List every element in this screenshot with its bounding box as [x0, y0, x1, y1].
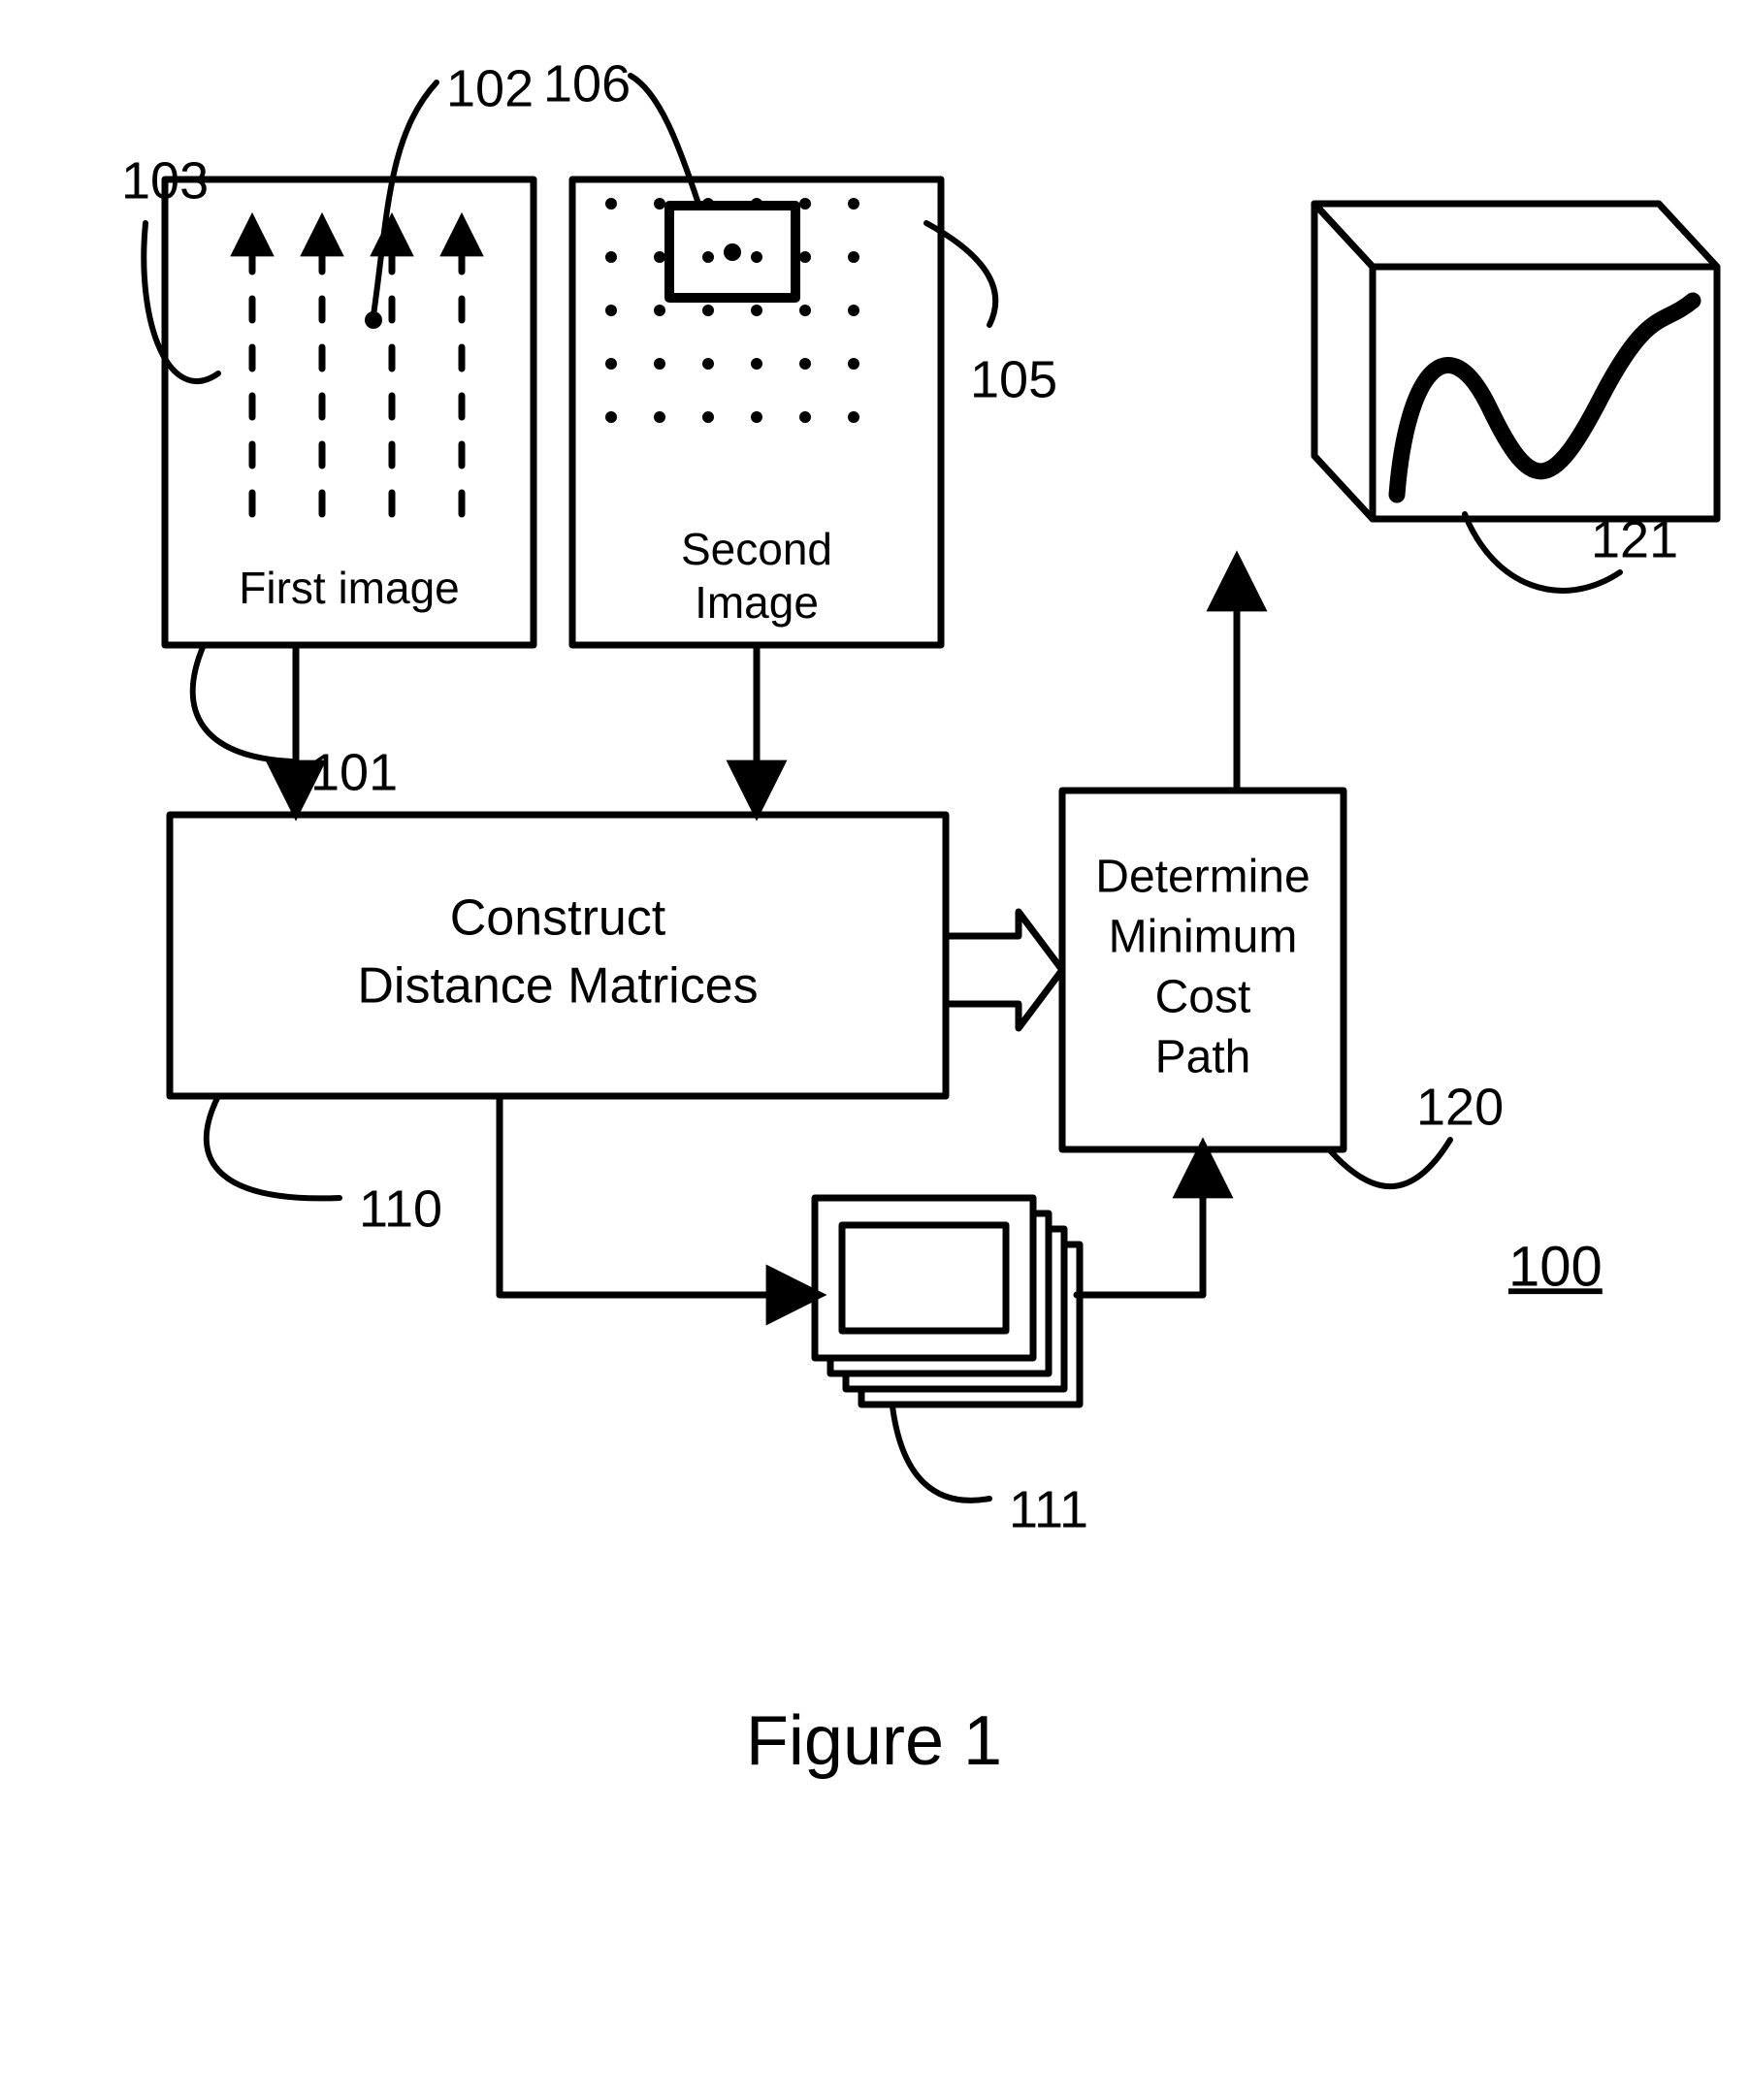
cube-side-face: [1314, 204, 1373, 519]
ref-101: 101: [310, 743, 398, 801]
construct-label: Distance Matrices: [357, 958, 758, 1015]
leader-110: [207, 1096, 340, 1198]
svg-text:Minimum: Minimum: [1109, 912, 1298, 963]
ref-111: 111: [1009, 1480, 1088, 1538]
first-image-label: First image: [239, 563, 459, 613]
hollow-arrow-construct-to-determine: [946, 912, 1062, 1028]
leader-106: [631, 76, 698, 204]
ref-106: 106: [543, 54, 631, 113]
figure-1-diagram: First image SecondImage Construct Distance …: [0, 0, 1749, 2100]
determine-box: [1062, 791, 1344, 1149]
leader-103: [144, 223, 218, 381]
svg-text:Construct: Construct: [450, 890, 666, 947]
cube-top-face: [1314, 204, 1717, 267]
leader-111: [892, 1406, 989, 1501]
min-cost-path-curve: [1397, 301, 1693, 495]
leader-105: [926, 223, 995, 325]
ref-120: 120: [1416, 1078, 1504, 1136]
ref-105: 105: [970, 350, 1057, 408]
leader-102: [373, 82, 437, 315]
figure-caption: Figure 1: [746, 1702, 1002, 1780]
second-image-label: Image: [695, 577, 819, 628]
system-ref-100: 100: [1508, 1235, 1603, 1298]
ref-110: 110: [359, 1179, 442, 1238]
svg-text:Determine: Determine: [1095, 852, 1310, 903]
ref-103: 103: [121, 151, 209, 210]
arrow-construct-to-stack: [500, 1096, 815, 1295]
construct-box: [170, 815, 946, 1096]
leader-120: [1329, 1140, 1450, 1186]
ref-121: 121: [1591, 510, 1678, 568]
leader-101: [193, 645, 291, 761]
svg-text:Cost: Cost: [1155, 972, 1251, 1023]
arrow-stack-to-determine: [1077, 1149, 1203, 1295]
svg-text:Second: Second: [681, 524, 832, 574]
ref-102: 102: [446, 59, 534, 117]
determine-label: Path: [1155, 1032, 1251, 1083]
